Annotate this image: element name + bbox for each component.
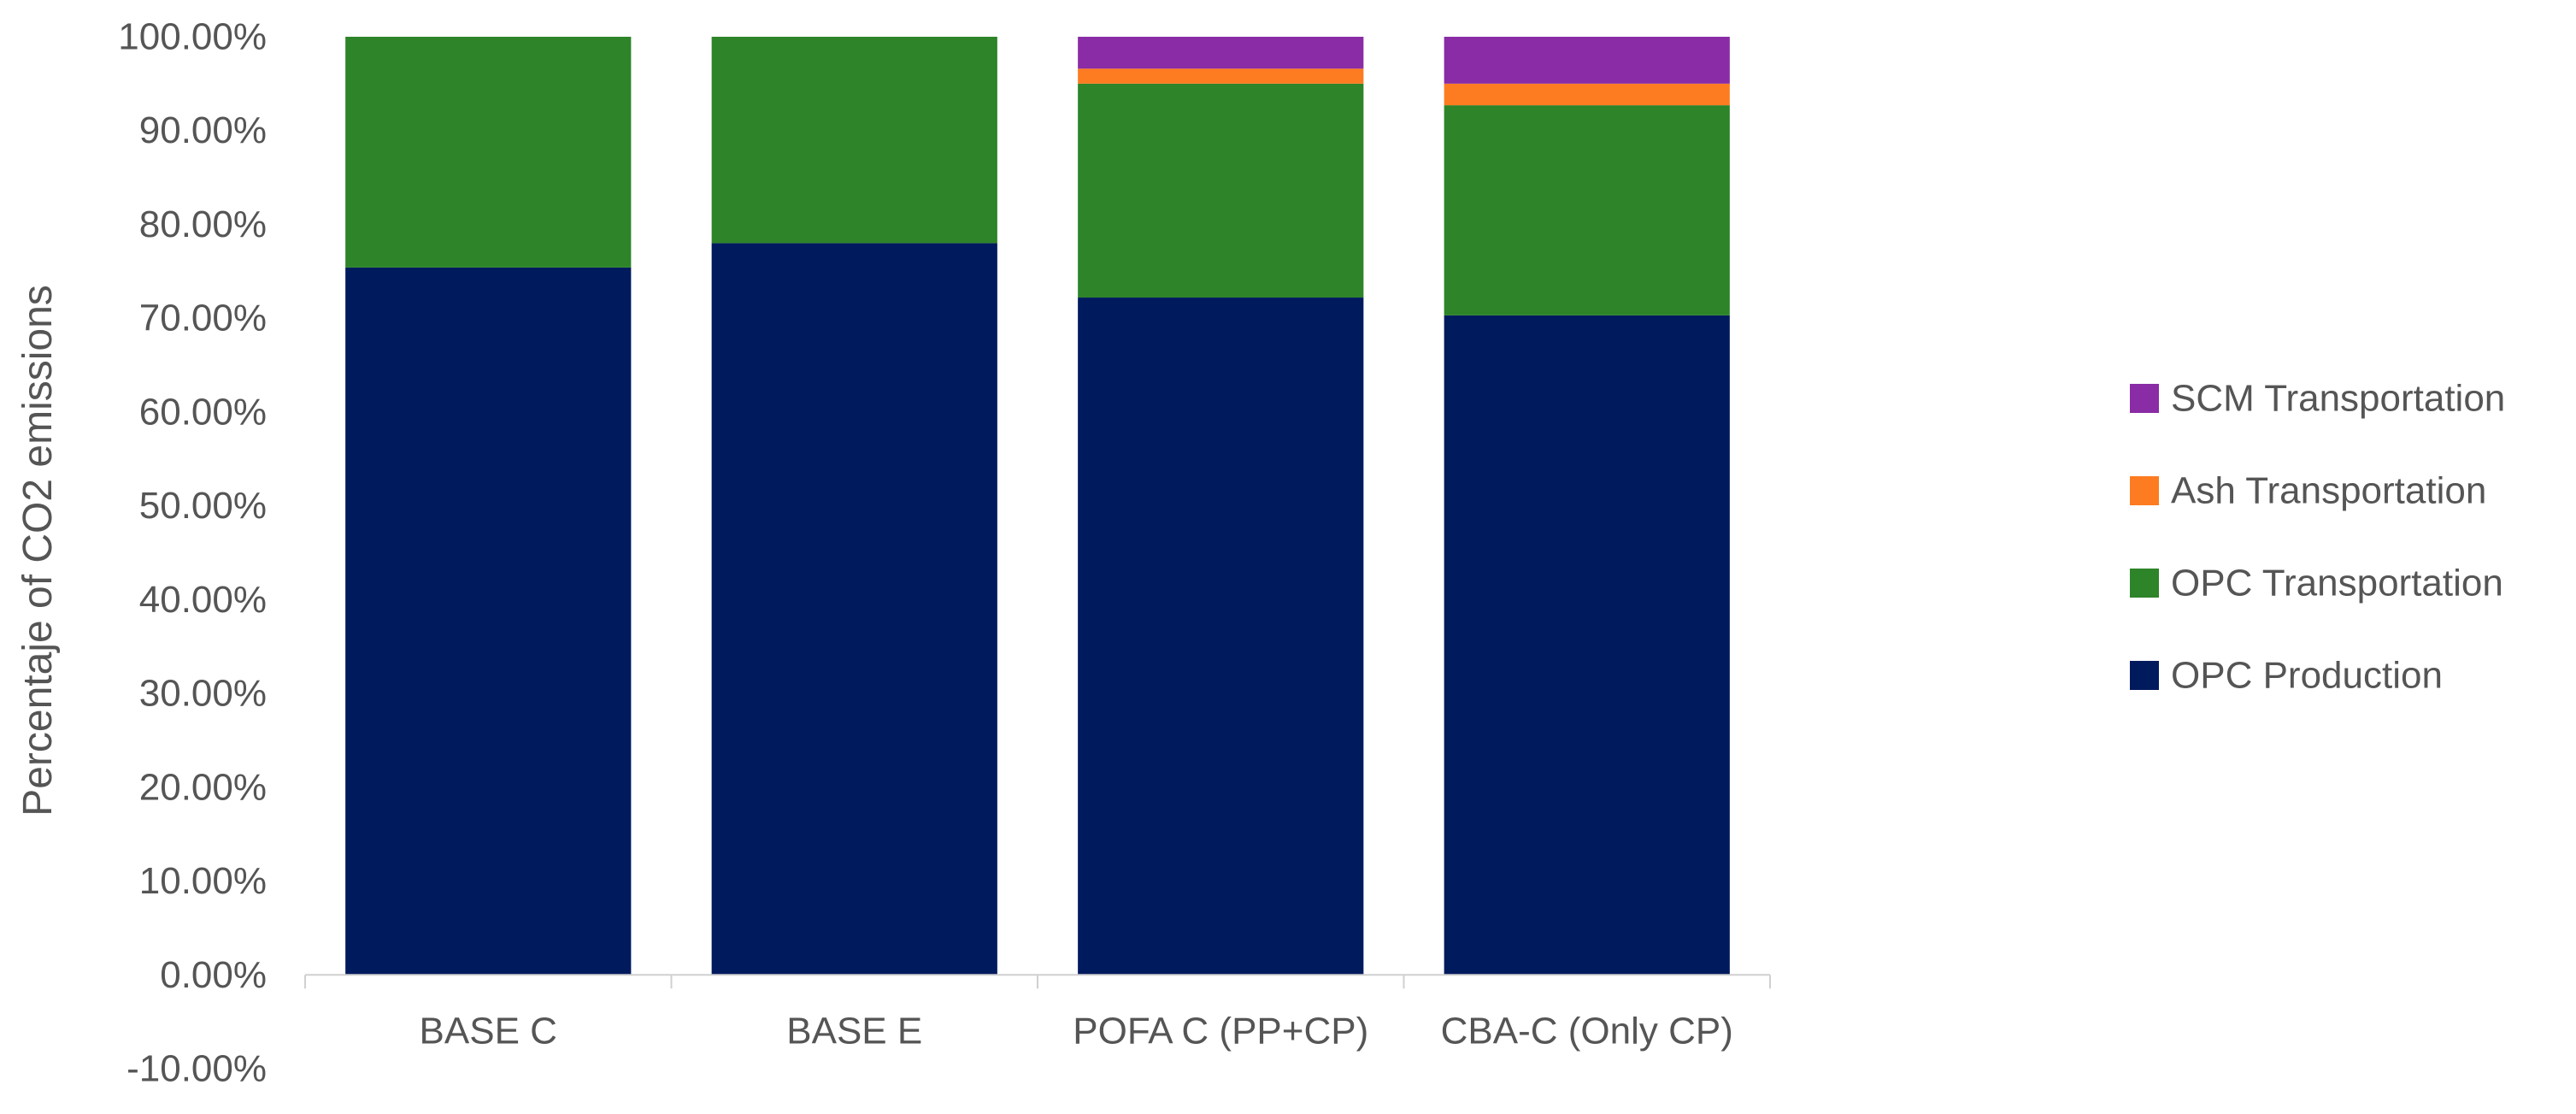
- bar-segment-opc-transportation-1: [345, 37, 632, 268]
- legend-swatch-scm-transportation: [2130, 384, 2159, 413]
- legend-label: OPC Transportation: [2171, 563, 2503, 604]
- bar-segment-opc-transportation-4: [1444, 105, 1730, 315]
- bar-segment-opc-production-1: [345, 267, 632, 975]
- bar-segment-opc-production-3: [1078, 298, 1364, 975]
- bar-segment-opc-transportation-2: [711, 37, 997, 244]
- bar-segment-ash-transportation-3: [1078, 68, 1364, 84]
- axis-layer: [304, 974, 1771, 989]
- y-tick-label: -10.00%: [126, 1048, 267, 1090]
- y-tick-label: 50.00%: [139, 485, 267, 527]
- bar-segment-opc-transportation-3: [1078, 83, 1364, 298]
- y-tick-label: 60.00%: [139, 391, 267, 433]
- x-tick-label: BASE E: [786, 1010, 922, 1052]
- y-tick-label: 40.00%: [139, 579, 267, 621]
- legend-swatch-ash-transportation: [2130, 476, 2159, 505]
- legend-label: OPC Production: [2171, 655, 2443, 697]
- x-tick-label: BASE C: [420, 1010, 557, 1052]
- y-tick-label: 20.00%: [139, 766, 267, 808]
- x-tick-labels: BASE C BASE E POFA C (PP+CP) CBA-C (Only CP…: [420, 1010, 1733, 1052]
- legend: SCM Transportation Ash Transportation OPC …: [2130, 378, 2505, 697]
- x-tick-label: POFA C (PP+CP): [1073, 1010, 1368, 1052]
- legend-label: Ash Transportation: [2171, 470, 2486, 512]
- y-tick-label: 0.00%: [160, 954, 267, 996]
- legend-swatch-opc-transportation: [2130, 569, 2159, 598]
- y-tick-label: 10.00%: [139, 860, 267, 902]
- bar-segment-scm-transportation-3: [1078, 37, 1364, 69]
- y-tick-label: 90.00%: [139, 109, 267, 151]
- y-axis-title: Percentaje of CO2 emissions: [15, 285, 61, 816]
- y-tick-label: 80.00%: [139, 203, 267, 245]
- y-tick-label: 100.00%: [118, 16, 267, 58]
- bar-segment-opc-production-4: [1444, 315, 1730, 975]
- bars-layer: [345, 37, 1730, 975]
- y-tick-label: 70.00%: [139, 298, 267, 339]
- x-tick-label: CBA-C (Only CP): [1441, 1010, 1733, 1052]
- bar-segment-scm-transportation-4: [1444, 37, 1730, 84]
- bar-segment-ash-transportation-4: [1444, 83, 1730, 106]
- y-tick-labels: -10.00% 0.00% 10.00% 20.00% 30.00% 40.00% 50.0…: [118, 16, 267, 1090]
- bar-segment-opc-production-2: [711, 243, 997, 975]
- legend-label: SCM Transportation: [2171, 378, 2505, 420]
- legend-swatch-opc-production: [2130, 661, 2159, 690]
- y-tick-label: 30.00%: [139, 673, 267, 715]
